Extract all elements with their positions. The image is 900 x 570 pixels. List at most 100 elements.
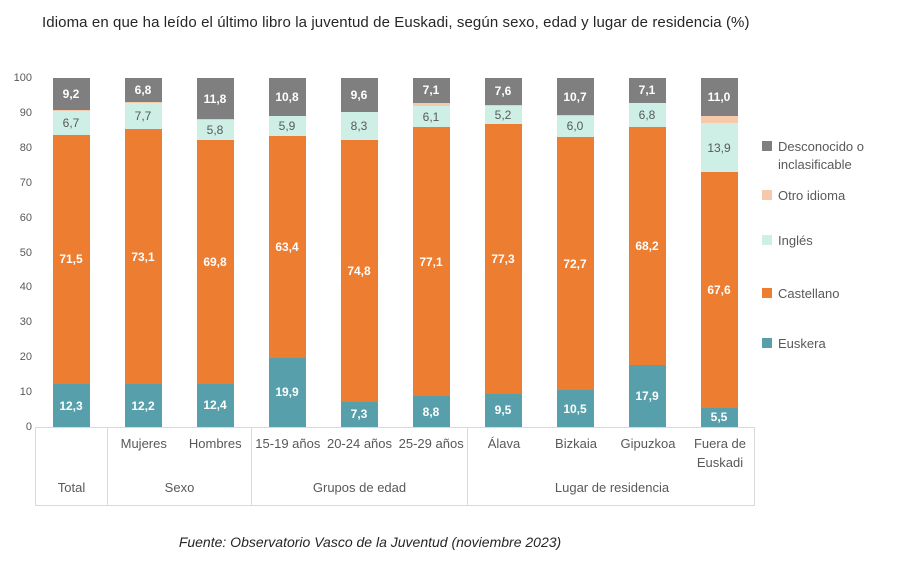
bar-segment: 12,2 — [124, 384, 162, 427]
bar-column: 5,5 67,6 13,9 11,0 — [700, 78, 738, 427]
y-axis-tick-label: 20 — [19, 351, 32, 364]
bar-segment-label: 74,8 — [347, 264, 371, 278]
legend-swatch — [762, 235, 772, 245]
legend-item: Inglés — [762, 232, 898, 250]
bar-segment-label: 69,8 — [203, 254, 227, 269]
bar-segment: 7,1 — [628, 78, 666, 103]
bar-segment-label: 77,3 — [491, 251, 515, 266]
bar-column: 9,5 77,3 5,2 7,6 — [484, 78, 522, 427]
bar-segment-label: 7,6 — [494, 84, 512, 99]
bar-segment — [700, 116, 738, 124]
legend-item: Euskera — [762, 335, 898, 353]
bar-segment-label: 10,7 — [563, 89, 587, 104]
legend-swatch — [762, 190, 772, 200]
x-axis-category-label: 15-19 años — [255, 436, 321, 451]
bar-segment: 17,9 — [628, 364, 666, 427]
y-axis-tick-label: 50 — [19, 246, 32, 259]
bar-segment: 77,3 — [484, 124, 522, 394]
x-axis-category-row: 15-19 años 20-24 años 25-29 años — [252, 428, 467, 480]
bar-segment-label: 63,4 — [275, 239, 299, 254]
x-axis-group-label: Sexo — [164, 480, 195, 495]
bar-column: 7,3 74,8 8,3 9,6 — [340, 78, 378, 427]
bar-segment: 19,9 — [268, 357, 306, 427]
y-axis-tick-label: 30 — [19, 316, 32, 329]
legend-swatch — [762, 141, 772, 151]
bar-segment: 5,9 — [268, 115, 306, 137]
x-axis-category-label: Bizkaia — [555, 436, 597, 451]
bar-segment-label: 6,8 — [638, 107, 656, 122]
bar-segment: 10,5 — [556, 390, 594, 427]
legend-label: Desconocido o inclasificable — [778, 139, 864, 172]
x-axis-group-label: Grupos de edad — [312, 480, 407, 495]
bar-segment-label: 9,6 — [350, 87, 368, 102]
legend-label: Euskera — [778, 336, 826, 351]
bar-segment-label: 6,1 — [422, 109, 440, 124]
bar-segment-label: 71,5 — [59, 252, 83, 267]
bar-segment: 7,6 — [484, 78, 522, 105]
bar-segment: 71,5 — [52, 134, 90, 385]
y-axis-tick-label: 80 — [19, 141, 32, 154]
bar-segment: 6,0 — [556, 115, 594, 137]
bar-segment: 5,8 — [196, 119, 234, 141]
bar-segment: 67,6 — [700, 171, 738, 408]
bar-segment: 6,7 — [52, 111, 90, 135]
bar-segment: 11,0 — [700, 78, 738, 117]
x-axis-group-column: Mujeres Hombres Sexo — [108, 428, 252, 505]
legend-swatch — [762, 338, 772, 348]
bar-segment-label: 12,4 — [203, 398, 227, 413]
x-axis-group-column: 15-19 años 20-24 años 25-29 años Grupos de … — [252, 428, 468, 505]
plot-area: 12,3 71,5 6,7 9,2 12,2 73,1 7,7 6,8 12,4 69,8 5,8 1… — [35, 78, 755, 427]
bar-segment-label: 7,3 — [350, 407, 368, 422]
bar-segment: 8,3 — [340, 111, 378, 141]
bar-segment-label: 6,0 — [566, 119, 584, 134]
y-axis-tick-label: 60 — [19, 211, 32, 224]
bar-segment: 5,5 — [700, 407, 738, 427]
x-axis-category-row — [36, 428, 107, 480]
bar-segment-label: 7,1 — [638, 83, 656, 98]
bar-segment-label: 7,7 — [134, 108, 152, 123]
bar-segment — [196, 119, 234, 120]
bar-segment: 12,3 — [52, 384, 90, 427]
x-axis-category-label: Gipuzkoa — [620, 436, 676, 451]
bar-segment: 9,5 — [484, 393, 522, 427]
bar-segment-label: 9,5 — [494, 403, 512, 418]
x-axis-group-label: Lugar de residencia — [554, 480, 670, 495]
bar-segment: 6,1 — [412, 105, 450, 128]
bar-column: 12,3 71,5 6,7 9,2 — [52, 78, 90, 427]
bar-segment: 10,8 — [268, 78, 306, 116]
bar-segment: 7,7 — [124, 102, 162, 130]
y-axis-tick-label: 70 — [19, 176, 32, 189]
bar-segment — [52, 110, 90, 112]
bar-segment-label: 5,9 — [278, 119, 296, 133]
legend-label: Inglés — [778, 233, 813, 248]
legend-item: Otro idioma — [762, 187, 898, 205]
bar-column: 12,4 69,8 5,8 11,8 — [196, 78, 234, 427]
bar-segment-label: 9,2 — [62, 87, 80, 102]
bar-segment-label: 11,8 — [203, 91, 227, 106]
y-axis-tick-label: 40 — [19, 281, 32, 294]
bar-column: 19,9 63,4 5,9 10,8 — [268, 78, 306, 427]
bar-segment-label: 8,3 — [350, 119, 368, 133]
bar-segment: 72,7 — [556, 136, 594, 391]
bar-segment: 7,1 — [412, 78, 450, 103]
chart-title: Idioma en que ha leído el último libro l… — [42, 14, 750, 31]
x-axis-category-label: Fuera de Euskadi — [693, 436, 747, 470]
bar-segment: 74,8 — [340, 140, 378, 402]
bar-segment-label: 12,2 — [131, 398, 155, 413]
x-axis-category-label: Mujeres — [120, 436, 167, 451]
bar-segment-label: 6,8 — [134, 82, 152, 97]
bar-segment-label: 10,8 — [275, 89, 299, 104]
bar-segment-label: 8,8 — [422, 404, 440, 419]
x-axis-category-row: Mujeres Hombres — [108, 428, 251, 480]
bar-segment: 68,2 — [628, 126, 666, 365]
bar-column: 8,8 77,1 6,1 7,1 — [412, 78, 450, 427]
bar-column: 12,2 73,1 7,7 6,8 — [124, 78, 162, 427]
y-axis-tick-label: 0 — [25, 421, 32, 433]
bar-column: 10,5 72,7 6,0 10,7 — [556, 78, 594, 427]
bar-segment — [412, 102, 450, 106]
y-axis-tick-label: 10 — [19, 386, 32, 399]
bar-segment: 10,7 — [556, 78, 594, 116]
x-axis-group-label: Total — [57, 480, 86, 495]
bar-segment-label: 13,9 — [707, 140, 731, 155]
